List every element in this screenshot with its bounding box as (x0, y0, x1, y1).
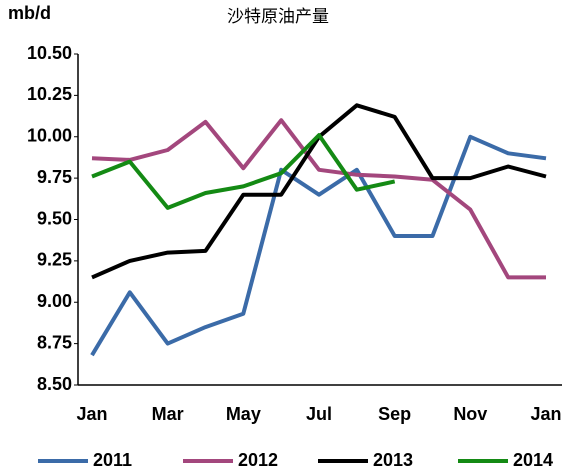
y-tick-label: 10.00 (27, 126, 72, 146)
series-line (91, 118, 546, 280)
y-tick-label: 9.25 (37, 250, 72, 270)
series-line (90, 134, 547, 357)
x-tick-label: Jan (530, 404, 561, 424)
legend-label: 2011 (93, 450, 132, 470)
x-tick-label: May (226, 404, 261, 424)
series-line (91, 103, 547, 280)
x-tick-label: Jul (306, 404, 332, 424)
y-tick-label: 9.00 (37, 291, 72, 311)
x-tick-label: Sep (378, 404, 411, 424)
y-tick-label: 8.75 (37, 332, 72, 352)
y-tick-label: 8.50 (37, 374, 72, 394)
x-tick-label: Nov (453, 404, 487, 424)
chart-title: 沙特原油产量 (227, 7, 329, 27)
legend-label: 2012 (238, 450, 278, 470)
y-tick-label: 10.50 (27, 43, 72, 63)
y-tick-label: 9.75 (37, 167, 72, 187)
legend-label: 2013 (373, 450, 413, 470)
y-tick-label: 10.25 (27, 84, 72, 104)
y-tick-label: 9.50 (37, 208, 72, 228)
x-tick-label: Jan (76, 404, 107, 424)
legend-label: 2014 (513, 450, 553, 470)
y-axis-label: mb/d (8, 3, 51, 23)
x-tick-label: Mar (152, 404, 184, 424)
series-line (91, 133, 396, 210)
